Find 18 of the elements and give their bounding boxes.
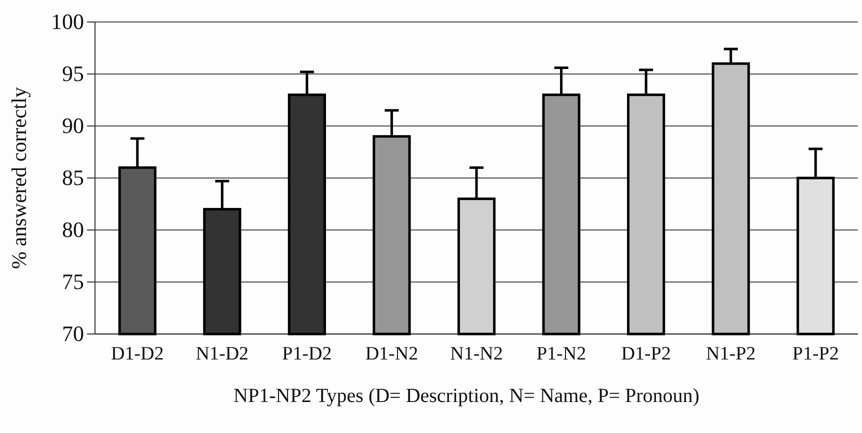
y-tick-label: 70	[62, 321, 84, 346]
y-tick-label: 80	[62, 217, 84, 242]
x-axis-title: NP1-NP2 Types (D= Description, N= Name, P= Pronoun)	[234, 385, 700, 407]
y-axis-title: % answered correctly	[7, 86, 31, 269]
x-tick-label: P1-D2	[282, 343, 332, 364]
x-tick-label: P1-P2	[792, 343, 839, 364]
y-tick-label: 90	[62, 113, 84, 138]
x-tick-label: D1-N2	[365, 343, 418, 364]
x-tick-label: N1-D2	[196, 343, 249, 364]
x-tick-label: N1-N2	[450, 343, 503, 364]
x-tick-label: D1-P2	[621, 343, 671, 364]
y-tick-label: 95	[62, 61, 84, 86]
x-tick-label: N1-P2	[706, 343, 756, 364]
y-tick-label: 75	[62, 269, 84, 294]
x-tick-label: P1-N2	[536, 343, 586, 364]
y-tick-label: 85	[62, 165, 84, 190]
x-tick-label: D1-D2	[111, 343, 164, 364]
y-tick-label: 100	[51, 9, 84, 34]
